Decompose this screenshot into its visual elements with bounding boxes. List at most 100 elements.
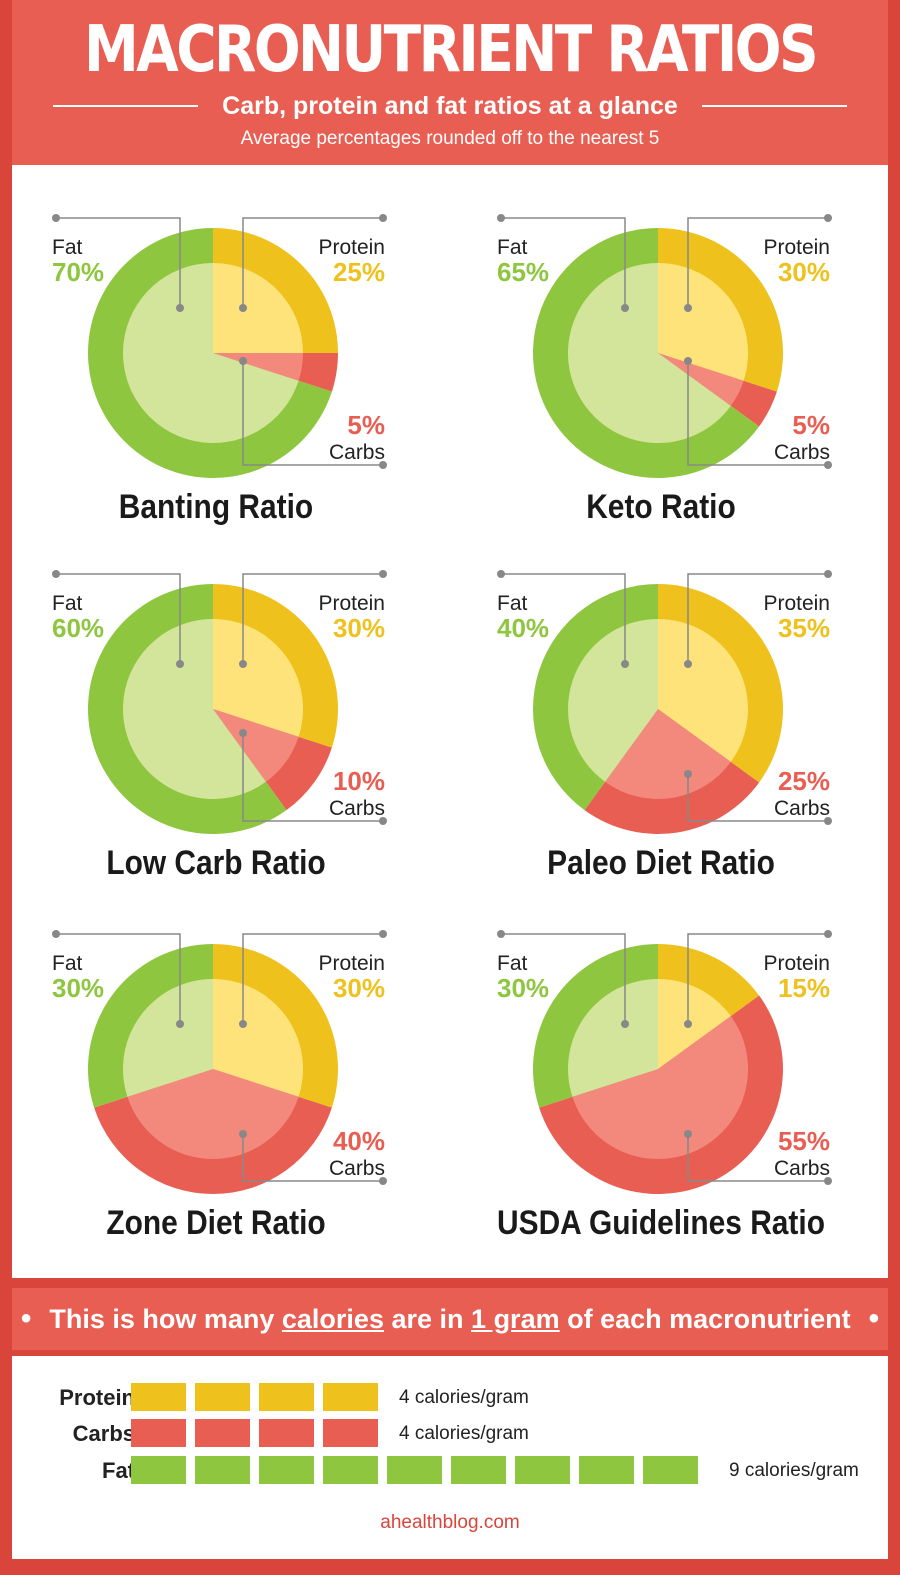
fat-leader-dot (621, 660, 629, 668)
fat-leader-dot (621, 1020, 629, 1028)
site-credit: ahealthblog.com (380, 1512, 520, 1533)
carbs-leader-dot (684, 1130, 692, 1138)
calorie-unit-box (131, 1456, 186, 1484)
protein-value-label: 30% (333, 973, 385, 1003)
fat-slice-inner (123, 979, 213, 1097)
fat-slice-inner (123, 619, 266, 799)
carbs-leader-dot (684, 770, 692, 778)
fat-label: Fat (497, 236, 528, 259)
calorie-unit-box (195, 1383, 250, 1411)
calorie-unit-box (515, 1456, 570, 1484)
rounding-note: Average percentages rounded off to the n… (240, 128, 660, 149)
subtitle-rule-right (701, 105, 847, 107)
protein-leader-line (242, 217, 383, 308)
carbs-slice-inner (213, 353, 303, 381)
calorie-unit-box (259, 1456, 314, 1484)
calories-band: • This is how many calories are in 1 gra… (12, 1288, 888, 1350)
carbs-value-label: 25% (778, 766, 830, 796)
protein-slice-inner (213, 979, 303, 1097)
protein-slice-inner (658, 979, 731, 1069)
fat-leader-dot-end (497, 930, 505, 938)
protein-value-label: 25% (333, 257, 385, 287)
calorie-unit-box (259, 1383, 314, 1411)
carbs-slice-inner (658, 353, 744, 406)
protein-leader-dot-end (824, 930, 832, 938)
chart-title: Zone Diet Ratio (106, 1203, 325, 1241)
fat-slice-inner (123, 263, 299, 443)
protein-leader-dot-end (824, 214, 832, 222)
carbs-value-label: 10% (333, 766, 385, 796)
chart-title: Paleo Diet Ratio (547, 843, 775, 881)
calories-text-post: of each macronutrient (567, 1303, 851, 1334)
protein-leader-dot (239, 1020, 247, 1028)
calorie-unit-box (131, 1383, 186, 1411)
carbs-leader-dot (239, 1130, 247, 1138)
protein-label: Protein (763, 592, 830, 615)
calorie-unit-box (323, 1383, 378, 1411)
protein-label: Protein (318, 952, 385, 975)
calorie-unit-box (259, 1419, 314, 1447)
calorie-row: Carbs 4 calories/gram (12, 1419, 888, 1449)
protein-leader-dot (684, 660, 692, 668)
protein-leader-dot-end (379, 930, 387, 938)
calorie-row-label: Protein (59, 1385, 135, 1410)
protein-leader-line (687, 933, 828, 1024)
fat-leader-line (501, 933, 626, 1024)
protein-leader-dot (684, 1020, 692, 1028)
carbs-leader-line (242, 1134, 383, 1182)
calorie-row-label: Carbs (72, 1421, 135, 1446)
fat-leader-dot (176, 304, 184, 312)
carbs-label: Carbs (774, 441, 830, 464)
page-title: MACRONUTRIENT RATIOS (83, 13, 819, 87)
protein-leader-dot (239, 660, 247, 668)
protein-value-label: 15% (778, 973, 830, 1003)
calorie-unit-box (387, 1456, 442, 1484)
chart-title: Banting Ratio (119, 487, 313, 525)
carbs-leader-line (687, 361, 828, 466)
protein-leader-line (242, 933, 383, 1024)
fat-leader-dot-end (497, 214, 505, 222)
calorie-row-text: 9 calories/gram (729, 1460, 859, 1481)
chart-title: Keto Ratio (586, 487, 736, 525)
carbs-value-label: 40% (333, 1126, 385, 1156)
fat-label: Fat (497, 592, 528, 615)
fat-value-label: 40% (497, 613, 549, 643)
carbs-leader-line (242, 733, 383, 822)
fat-value-label: 30% (52, 973, 104, 1003)
carbs-leader-dot-end (379, 461, 387, 469)
carbs-value-label: 55% (778, 1126, 830, 1156)
calorie-unit-box (131, 1419, 186, 1447)
carbs-slice-inner (572, 1016, 748, 1159)
carbs-leader-line (687, 1134, 828, 1182)
calorie-unit-box (195, 1419, 250, 1447)
calorie-row: Protein 4 calories/gram (12, 1383, 888, 1413)
chart-title: USDA Guidelines Ratio (497, 1203, 825, 1241)
fat-leader-dot-end (52, 930, 60, 938)
protein-label: Protein (318, 236, 385, 259)
fat-value-label: 60% (52, 613, 104, 643)
calorie-unit-box (643, 1456, 698, 1484)
calories-word: calories (281, 1303, 384, 1334)
carbs-value-label: 5% (792, 410, 830, 440)
calorie-unit-box (323, 1456, 378, 1484)
calories-panel: Protein 4 calories/gram Carbs 4 calories/gr… (12, 1356, 888, 1559)
protein-leader-dot-end (379, 214, 387, 222)
calorie-unit-box (195, 1456, 250, 1484)
gram-word: 1 gram (471, 1303, 560, 1334)
carbs-leader-dot-end (824, 461, 832, 469)
fat-slice-inner (568, 619, 658, 782)
fat-leader-dot (176, 660, 184, 668)
carbs-leader-dot-end (824, 817, 832, 825)
bullet-left: • (20, 1302, 32, 1335)
protein-leader-line (242, 573, 383, 664)
fat-leader-dot (621, 304, 629, 312)
calorie-row-label: Fat (102, 1458, 135, 1483)
carbs-leader-dot-end (379, 1177, 387, 1185)
calories-text-mid: are in (391, 1303, 464, 1334)
fat-value-label: 70% (52, 257, 104, 287)
protein-slice-inner (658, 619, 749, 762)
calories-text-pre: This is how many (49, 1303, 275, 1334)
fat-leader-line (501, 573, 626, 664)
carbs-label: Carbs (329, 441, 385, 464)
calorie-unit-box (451, 1456, 506, 1484)
